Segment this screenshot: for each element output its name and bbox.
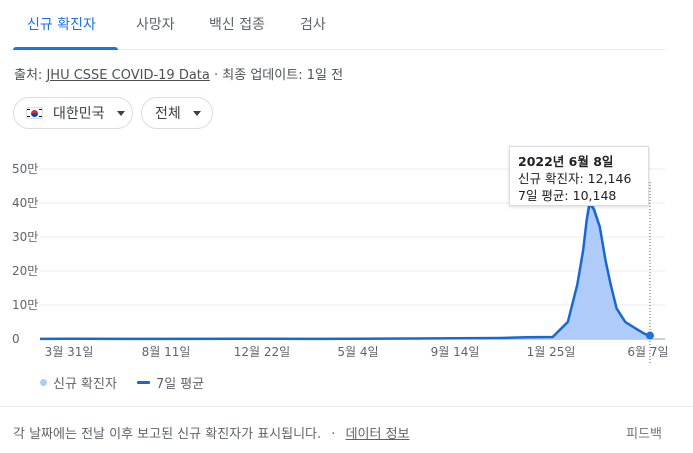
- tooltip-new-cases: 신규 확진자: 12,146: [518, 171, 632, 186]
- new-cases-area: [40, 196, 650, 339]
- source-prefix: 출처:: [14, 68, 43, 83]
- dropdown-caret-icon: [116, 110, 125, 116]
- chart-tooltip: 2022년 6월 8일 신규 확진자: 12,146 7일 평균: 10,148: [509, 146, 649, 206]
- x-tick-label: 12월 22일: [234, 345, 290, 359]
- x-tick-label: 3월 31일: [45, 345, 94, 359]
- y-tick-label: 20만: [12, 264, 38, 278]
- source-line: 출처: JHU CSSE COVID-19 Data · 최종 업데이트: 1일…: [14, 64, 343, 83]
- y-tick-label: 10만: [12, 298, 38, 312]
- dropdown-caret-icon: [192, 110, 201, 116]
- x-tick-label: 8월 11일: [142, 345, 191, 359]
- footer-text: 각 날짜에는 전날 이후 보고된 신규 확진자가 표시됩니다.: [13, 427, 322, 442]
- x-tick-label: 1월 25일: [527, 345, 576, 359]
- chart-legend: 신규 확진자 7일 평균: [40, 373, 204, 392]
- y-tick-label: 40만: [12, 196, 38, 210]
- feedback-link[interactable]: 피드백: [626, 427, 662, 442]
- last-updated: 최종 업데이트: 1일 전: [222, 68, 344, 83]
- tooltip-date: 2022년 6월 8일: [518, 154, 614, 169]
- tooltip-average: 7일 평균: 10,148: [518, 188, 617, 203]
- tab-bar: 신규 확진자 사망자 백신 접종 검사: [13, 0, 665, 50]
- tab-label: 사망자: [136, 17, 175, 33]
- tab-vaccinations[interactable]: 백신 접종: [209, 0, 265, 49]
- tab-label: 검사: [300, 17, 326, 33]
- tab-deaths[interactable]: 사망자: [136, 0, 175, 49]
- cases-chart[interactable]: 0 10만 20만 30만 40만 50만 3월 31일 8월 11일 12월 22일 5월 4…: [0, 140, 693, 365]
- line-legend-swatch: [136, 381, 150, 384]
- x-tick-label: 6월 7일: [627, 345, 668, 359]
- x-tick-label: 5월 4일: [337, 345, 378, 359]
- data-info-link[interactable]: 데이터 정보: [345, 427, 410, 442]
- footer-note: 각 날짜에는 전날 이후 보고된 신규 확진자가 표시됩니다. · 데이터 정보: [13, 423, 410, 442]
- scope-dropdown[interactable]: 전체: [141, 97, 213, 129]
- new-cases-series: [40, 196, 650, 339]
- region-label: 대한민국: [53, 106, 105, 122]
- source-link[interactable]: JHU CSSE COVID-19 Data: [46, 68, 210, 83]
- bars-legend-swatch: [40, 379, 47, 386]
- region-dropdown[interactable]: 대한민국: [13, 97, 133, 129]
- tab-tests[interactable]: 검사: [300, 0, 326, 49]
- y-tick-label: 50만: [12, 162, 38, 176]
- x-axis-labels: 3월 31일 8월 11일 12월 22일 5월 4일 9월 14일 1월 25일 6월 7…: [45, 345, 669, 359]
- y-tick-label: 0: [12, 332, 20, 346]
- active-tab-indicator: [13, 47, 118, 50]
- y-axis-labels: 0 10만 20만 30만 40만 50만: [12, 162, 38, 346]
- y-tick-label: 30만: [12, 230, 38, 244]
- footer-separator: ·: [331, 427, 336, 442]
- tab-new-cases[interactable]: 신규 확진자: [27, 0, 96, 49]
- line-legend-label: 7일 평균: [155, 377, 205, 392]
- tab-label: 백신 접종: [209, 17, 265, 33]
- bars-legend-label: 신규 확진자: [53, 377, 117, 392]
- x-tick-label: 9월 14일: [431, 345, 480, 359]
- seven-day-average-series: [39, 201, 651, 341]
- korea-flag-icon: [26, 107, 43, 119]
- scope-label: 전체: [155, 106, 181, 122]
- divider: [0, 406, 693, 407]
- source-separator: ·: [214, 68, 219, 83]
- tab-label: 신규 확진자: [27, 17, 96, 33]
